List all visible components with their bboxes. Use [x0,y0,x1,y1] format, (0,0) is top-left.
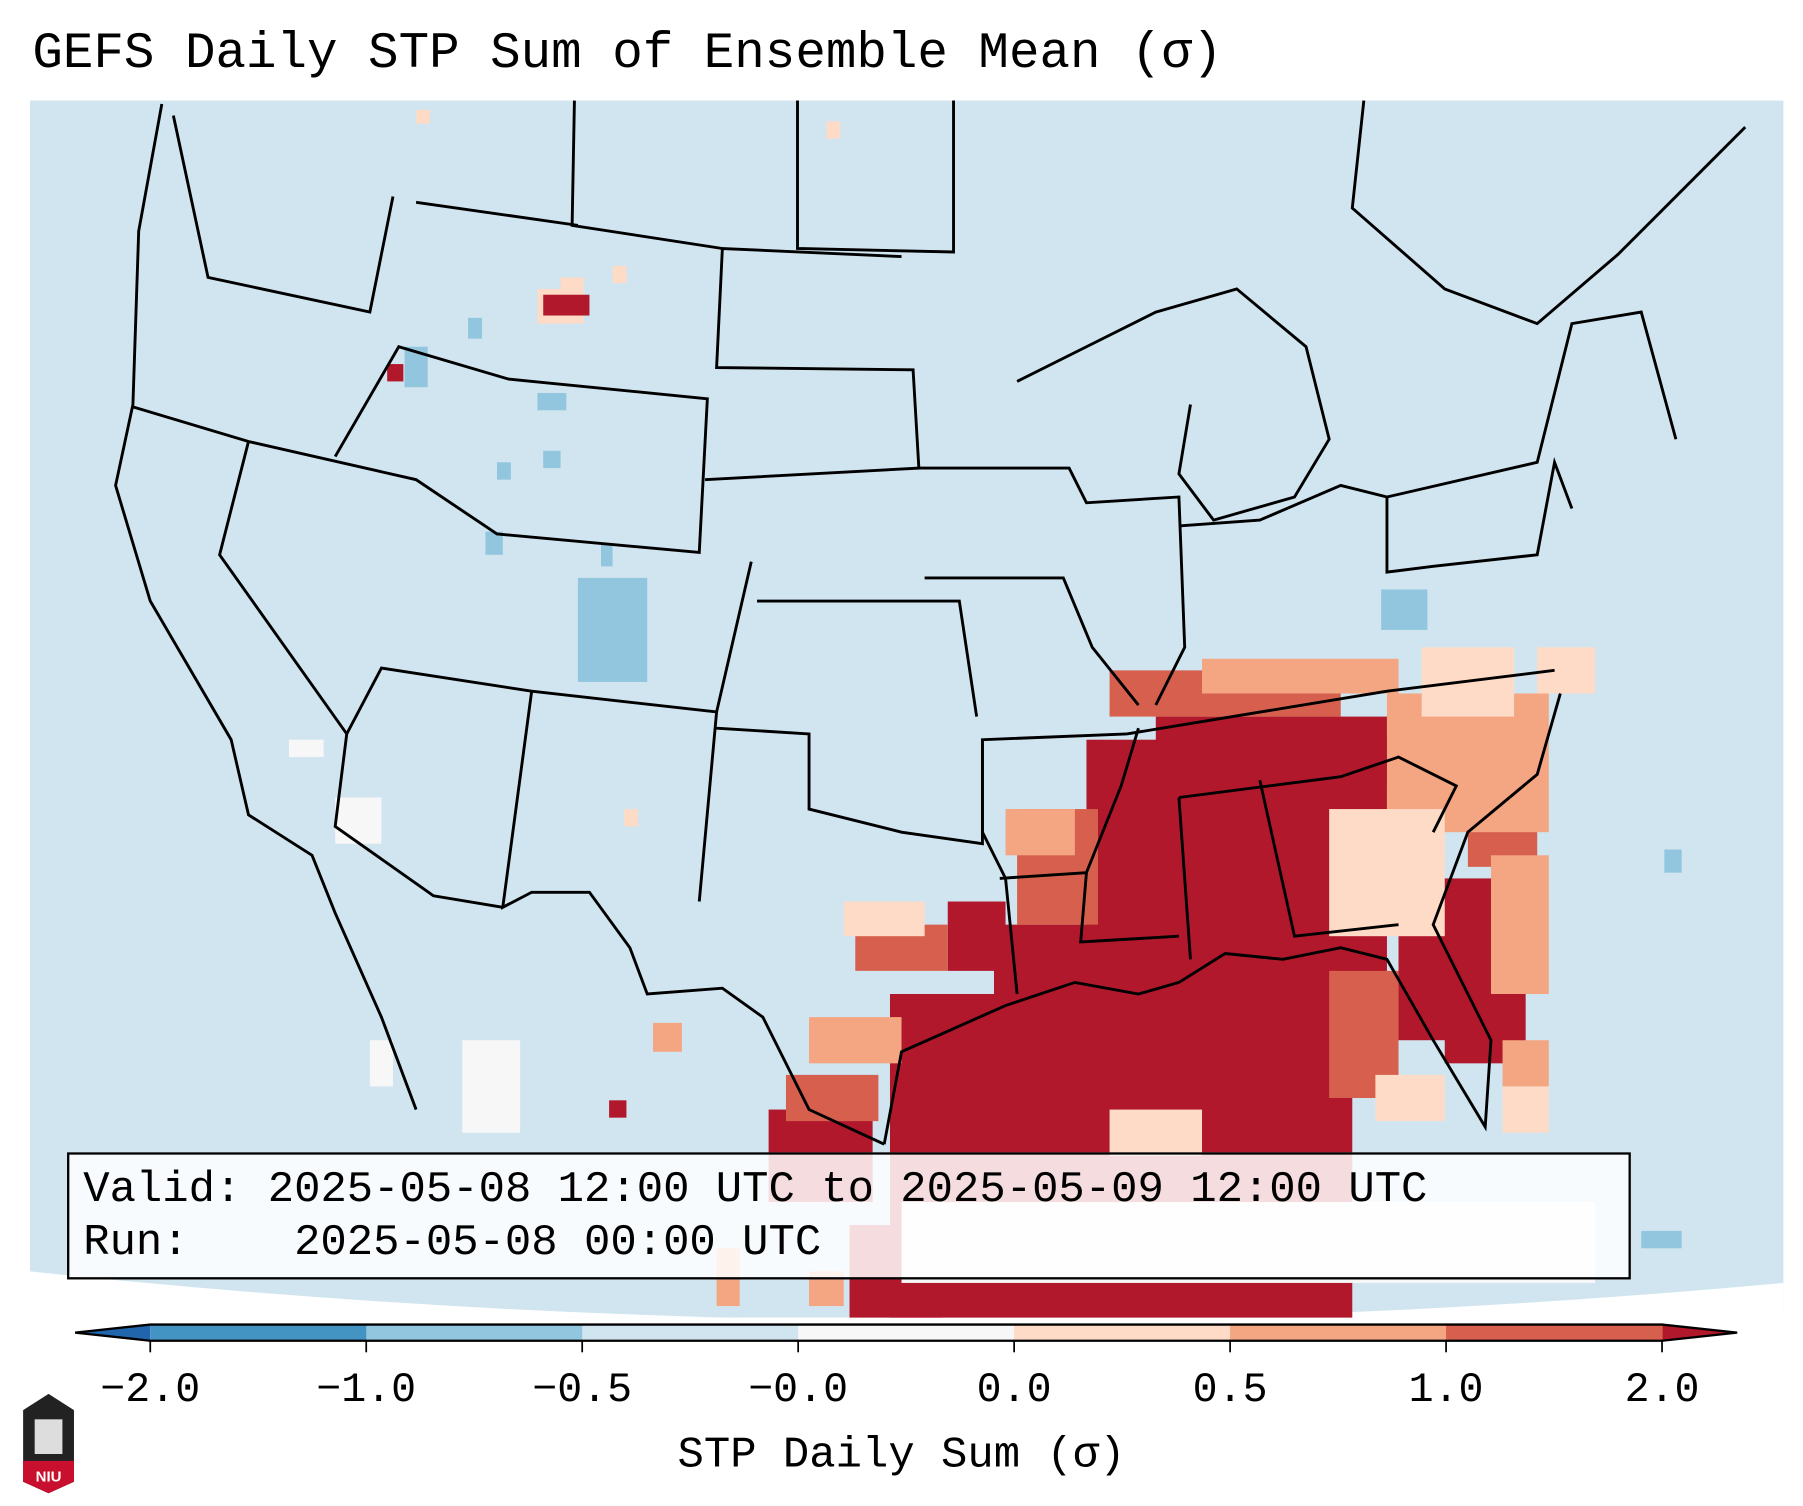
colorbar-segment [1230,1324,1447,1341]
stp-cell [1202,658,1399,694]
run-label: Run: [83,1218,189,1268]
stp-cell [785,1074,879,1122]
colorbar-tick-label: 0.0 [976,1366,1052,1414]
stp-cell [496,462,511,480]
stp-cell [416,109,430,124]
stp-cell [387,364,404,382]
colorbar-segment [366,1324,583,1341]
stp-cell [577,577,648,682]
colorbar-tick-label: 0.5 [1192,1366,1268,1414]
run-time: 2025-05-08 00:00 UTC [294,1218,822,1268]
colorbar-tick-label: −0.5 [532,1366,633,1414]
stp-cell [369,1040,393,1087]
colorbar-segment [150,1324,367,1341]
stp-field [288,109,1682,1318]
stp-cell [1005,809,1075,856]
stp-cell [826,121,841,139]
stp-cell [335,797,382,844]
colorbar [75,1323,1738,1353]
valid-run-infobox: Valid: 2025-05-08 12:00 UTC to 2025-05-0… [67,1152,1631,1280]
stp-cell [468,317,482,339]
stp-cell [1502,1040,1549,1087]
stp-cell [1329,809,1445,937]
colorbar-tick-label: −2.0 [100,1366,201,1414]
stp-cell [653,1022,682,1052]
stp-cell [612,265,627,284]
stp-cell [843,901,925,937]
out-of-domain-area [30,1271,1784,1321]
valid-time: 2025-05-08 12:00 UTC to 2025-05-09 12:00… [267,1165,1428,1215]
colorbar-segment [582,1324,799,1341]
colorbar-label: STP Daily Sum (σ) [677,1430,1126,1481]
stp-cell [624,809,639,827]
colorbar-tick-label: 1.0 [1408,1366,1484,1414]
colorbar-segment [1446,1324,1663,1341]
stp-cell [609,1100,627,1118]
stp-cell [560,277,584,289]
stp-cell [1109,1109,1203,1156]
state-boundaries [114,100,1747,1146]
valid-label: Valid: [83,1165,242,1215]
stp-cell [947,901,1006,971]
stp-cell [1664,849,1682,873]
stp-cell [537,392,567,411]
stp-cell [1155,716,1387,786]
colorbar-tick-label: −1.0 [316,1366,417,1414]
logo-text: NIU [36,1469,62,1486]
stp-cell [1375,1074,1445,1122]
colorbar-extend-low [75,1324,151,1341]
stp-cell [485,531,503,555]
colorbar-tick-label: −0.0 [748,1366,849,1414]
colorbar-segment [1014,1324,1231,1341]
stp-cell [1490,855,1549,994]
stp-cell [543,294,590,316]
stp-cell [404,346,428,388]
chart-title: GEFS Daily STP Sum of Ensemble Mean (σ) [32,25,1223,84]
stp-cell [462,1040,521,1133]
stp-cell [809,1017,902,1064]
stp-cell [601,543,613,567]
colorbar-extend-high [1662,1324,1738,1341]
niu-logo: NIU [23,1393,74,1494]
stp-cell [543,450,561,469]
stp-cell [1641,1230,1682,1249]
colorbar-tick-label: 2.0 [1624,1366,1700,1414]
stp-cell [288,739,324,758]
stp-cell [1502,1086,1549,1133]
colorbar-segment [798,1324,1015,1341]
stp-cell [1381,589,1428,630]
